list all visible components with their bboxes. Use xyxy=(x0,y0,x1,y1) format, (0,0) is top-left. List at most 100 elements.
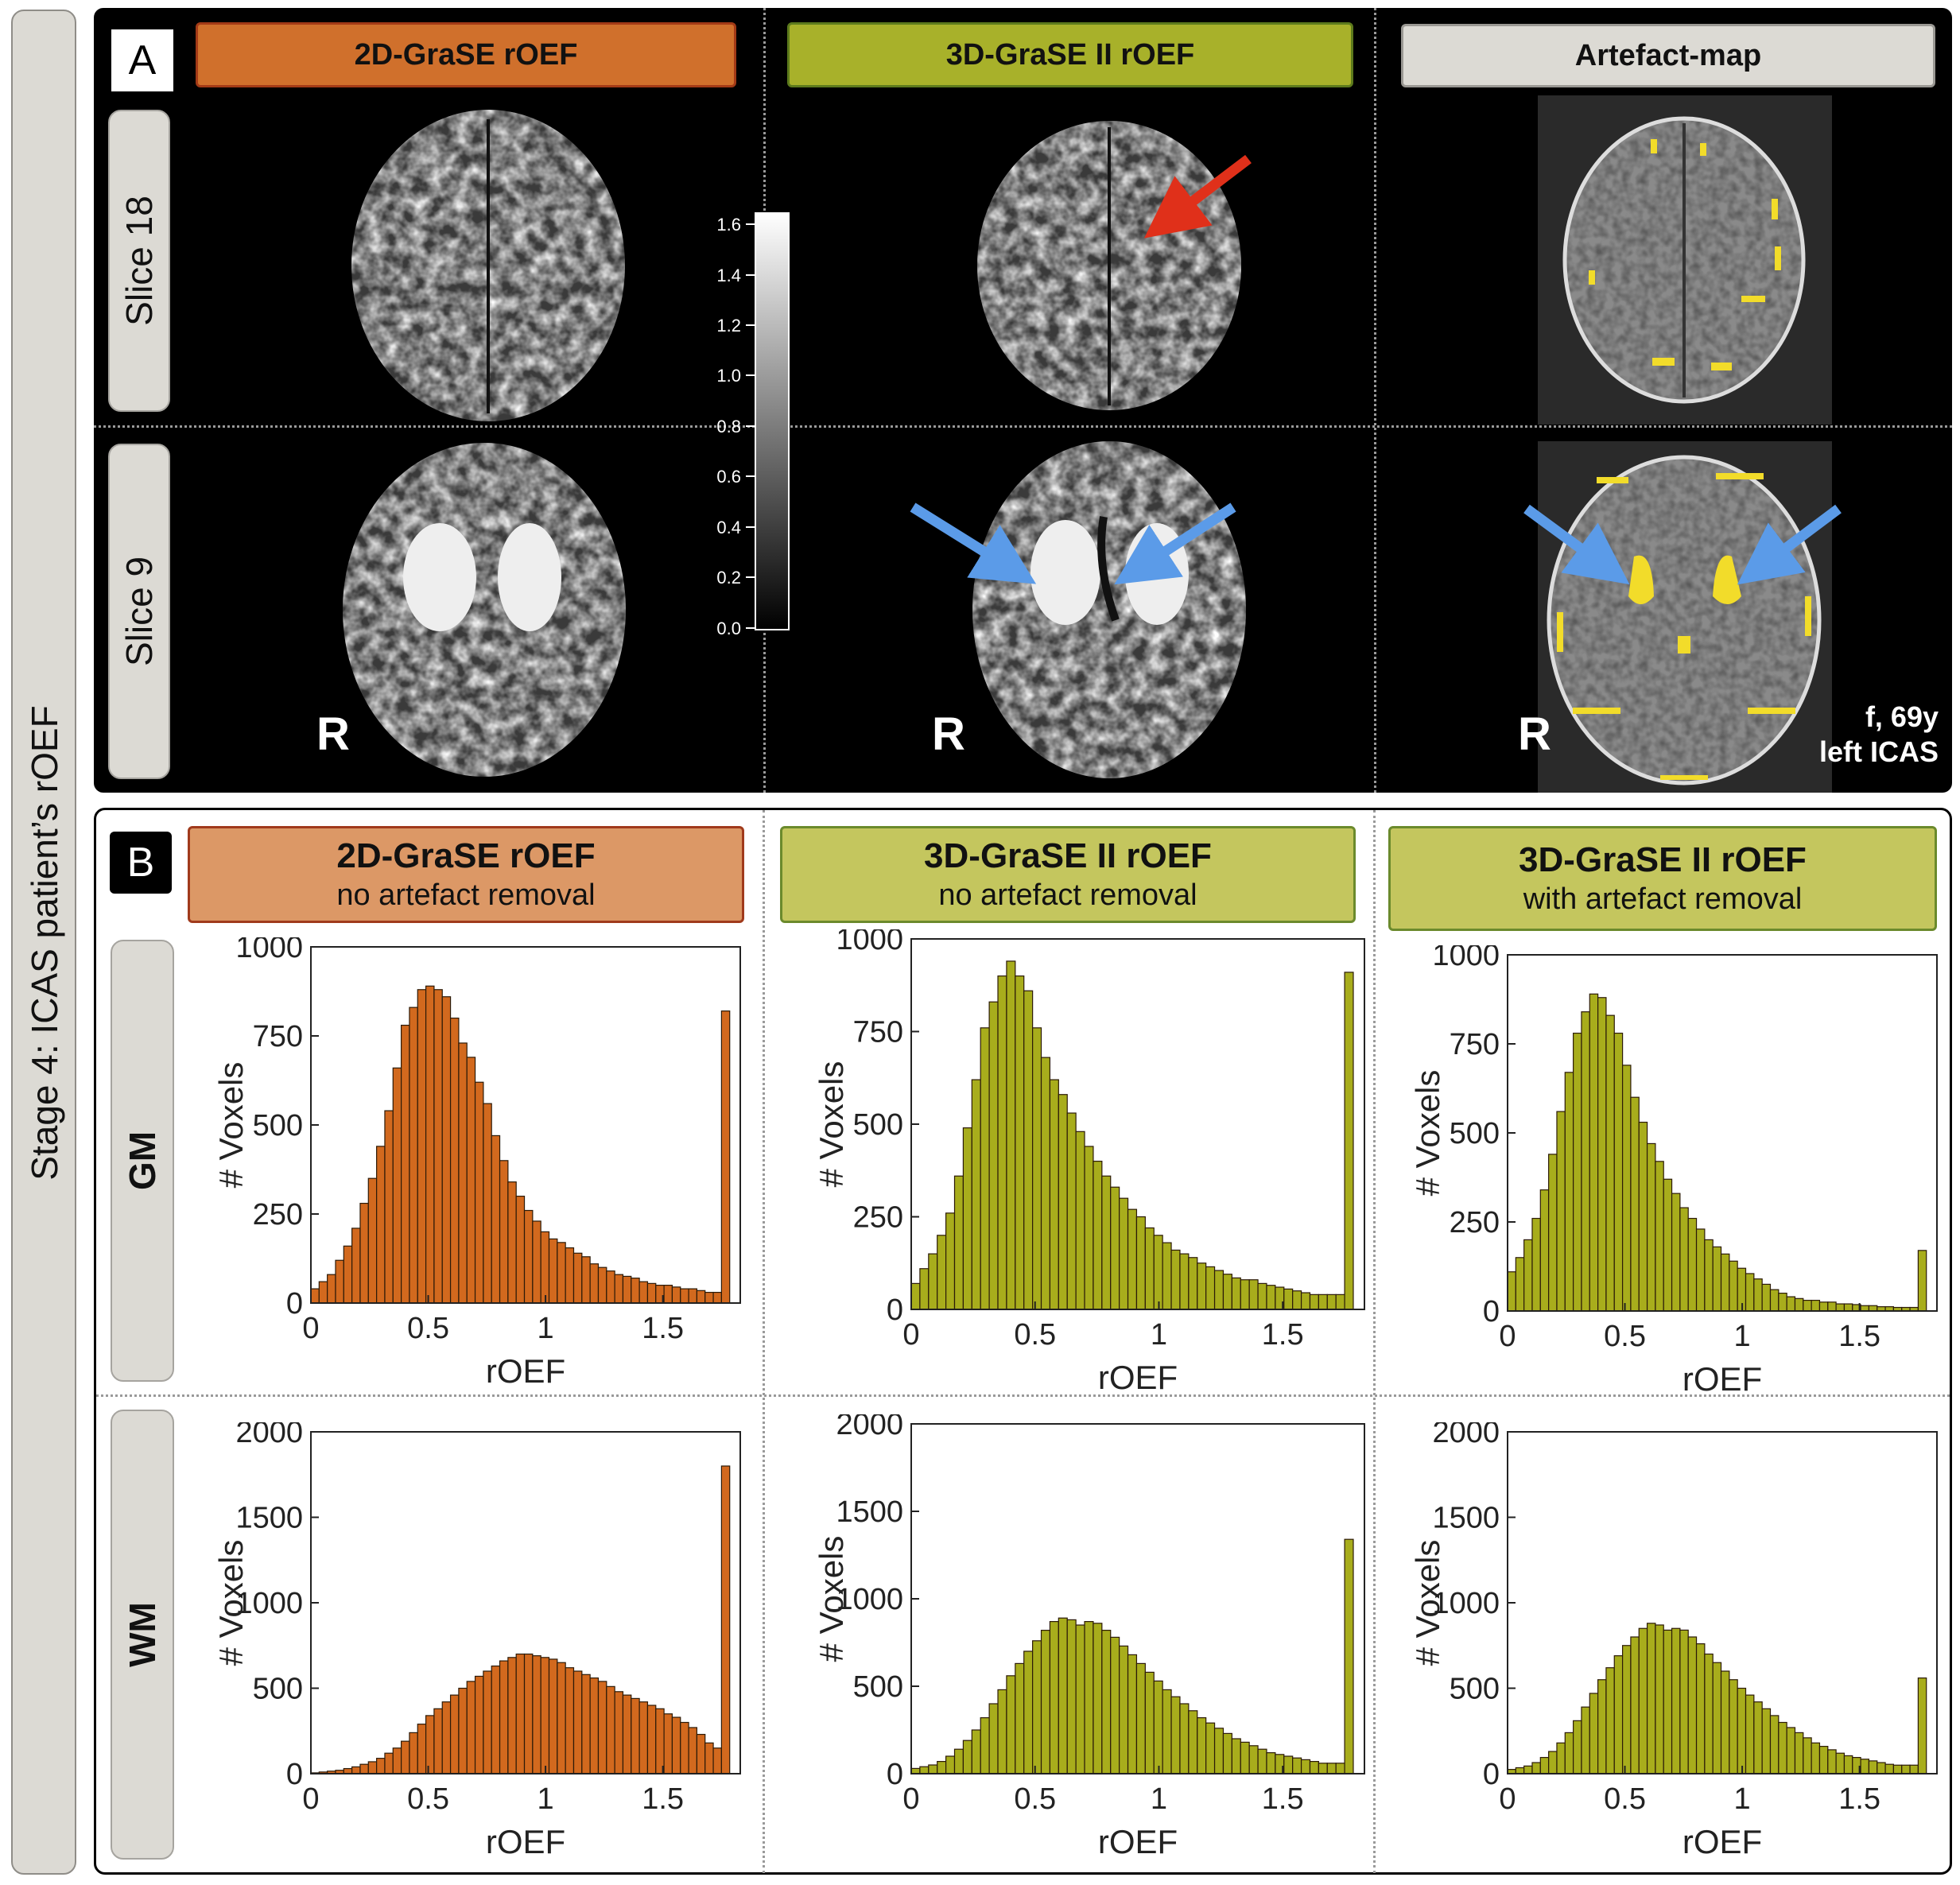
hist-bar xyxy=(1786,1727,1796,1774)
hist-bar xyxy=(1093,1623,1103,1774)
hist-bar xyxy=(1179,1253,1190,1310)
hist-bar xyxy=(466,1057,476,1304)
hist-bar xyxy=(483,1103,492,1304)
y-tick-label: 750 xyxy=(1450,1028,1500,1061)
hist-bar xyxy=(1695,1228,1706,1312)
hist-bar xyxy=(1679,1629,1689,1774)
hist-bar xyxy=(548,1658,558,1774)
hist-bar xyxy=(1084,1146,1094,1310)
hist-bar xyxy=(1066,1619,1077,1774)
x-tick-label: 1 xyxy=(1151,1782,1167,1816)
hist-bar xyxy=(945,1755,956,1774)
hist-bar xyxy=(376,1146,386,1304)
hist-bar xyxy=(351,1766,361,1774)
hist-bar xyxy=(1753,1701,1763,1774)
hist-bar xyxy=(1556,1742,1566,1774)
x-tick-label: 0.5 xyxy=(1604,1320,1646,1353)
hist-bar xyxy=(507,1657,517,1774)
hist-bar xyxy=(1213,1270,1225,1310)
hist-bar xyxy=(1597,1679,1607,1774)
hist-bar xyxy=(1630,1636,1640,1774)
hist-bar xyxy=(1292,1757,1302,1774)
hist-bar xyxy=(1909,1764,1919,1774)
x-tick-label: 0 xyxy=(1499,1320,1516,1353)
hist-bar xyxy=(1127,1654,1138,1774)
y-tick-label: 0 xyxy=(887,1758,903,1791)
b-col-title-2: 3D-GraSE II rOEF xyxy=(924,836,1212,875)
hist-bar xyxy=(688,1727,698,1774)
hist-bar xyxy=(1573,1032,1582,1312)
hist-bar xyxy=(655,1708,665,1774)
histogram-gm-3d-artefact-removed: 0 0.5 1 1.5 0 250 500 750 1000 rOEF # Voxels xyxy=(1412,945,1938,1398)
hist-bar xyxy=(1531,1217,1541,1312)
hist-bar xyxy=(409,1732,418,1774)
y-tick-label: 2000 xyxy=(235,1422,303,1449)
hist-bar xyxy=(1179,1703,1190,1774)
hist-bar xyxy=(417,989,427,1304)
hist-bar xyxy=(928,1253,938,1310)
hist-bar xyxy=(631,1278,640,1304)
hist-bar xyxy=(1769,1715,1780,1774)
hist-bar xyxy=(376,1758,386,1774)
hist-bar xyxy=(1646,1142,1656,1312)
y-tick-label: 0 xyxy=(887,1294,903,1327)
hist-bar xyxy=(1066,1112,1077,1310)
b-col-subtitle-3: with artefact removal xyxy=(1523,882,1803,916)
hist-bar xyxy=(1144,1671,1155,1774)
hist-bar xyxy=(663,1285,673,1304)
hist-bar xyxy=(1712,1662,1722,1774)
y-tick-label: 750 xyxy=(253,1020,303,1053)
hist-bar xyxy=(1778,1293,1787,1312)
hist-bar xyxy=(988,1703,999,1774)
red-arrow xyxy=(1143,154,1252,239)
histogram-gm-2d: 0 0.5 1 1.5 0 250 500 750 1000 rOEF # Voxels xyxy=(215,937,741,1390)
hist-bar xyxy=(474,1675,484,1774)
hist-bar xyxy=(1335,1763,1345,1774)
hist-bar xyxy=(1860,1305,1870,1312)
hist-bar xyxy=(971,1079,981,1310)
cbar-tick-1.6: 1.6 xyxy=(716,215,741,235)
hist-bar xyxy=(1695,1643,1706,1774)
hist-bar xyxy=(1597,997,1607,1312)
hist-bar xyxy=(1240,1279,1250,1310)
patient-info: f, 69y left ICAS xyxy=(1764,700,1939,770)
hist-bar xyxy=(1539,1189,1550,1312)
hist-bar xyxy=(1119,1645,1129,1774)
hist-bar xyxy=(919,1268,930,1310)
orientation-r-1: R xyxy=(316,708,350,760)
y-axis-label: # Voxels xyxy=(1412,1540,1446,1666)
hist-bar xyxy=(1564,1732,1574,1774)
hist-bar xyxy=(1127,1208,1138,1310)
hist-bar xyxy=(1655,1161,1664,1312)
hist-bar xyxy=(704,1291,714,1304)
patient-sex-age: f, 69y xyxy=(1865,700,1939,733)
hist-bar xyxy=(980,1027,990,1310)
hist-bar xyxy=(1292,1290,1302,1310)
cbar-tick-1.4: 1.4 xyxy=(716,266,741,285)
hist-bar xyxy=(1515,1257,1525,1312)
orientation-r-2: R xyxy=(932,708,965,760)
hist-bar xyxy=(392,1747,402,1774)
hist-bar xyxy=(1573,1720,1582,1774)
x-axis-label: rOEF xyxy=(486,1352,565,1390)
hist-bar xyxy=(1917,1250,1927,1312)
hist-bar xyxy=(1300,1292,1311,1310)
colorbar: 1.6 1.4 1.2 1.0 0.8 0.6 0.4 0.2 0.0 xyxy=(716,212,790,638)
x-tick-label: 1.5 xyxy=(642,1312,684,1345)
hist-bar xyxy=(1188,1710,1198,1774)
hist-bar xyxy=(1786,1296,1796,1312)
histogram-wm-3d-artefact-removed: 0 0.5 1 1.5 0 500 1000 1500 2000 rOEF # Voxels xyxy=(1412,1422,1938,1860)
hist-bar xyxy=(1162,1242,1172,1310)
hist-bar xyxy=(1032,1027,1042,1310)
x-tick-label: 0.5 xyxy=(407,1312,449,1345)
hist-bar xyxy=(1006,1675,1016,1774)
hist-bar xyxy=(980,1717,990,1774)
hist-bar xyxy=(1835,1303,1846,1312)
b-col-subtitle-2: no artefact removal xyxy=(938,879,1197,912)
hist-bar xyxy=(919,1766,930,1774)
hist-bar xyxy=(327,1274,336,1304)
y-tick-label: 500 xyxy=(1450,1117,1500,1150)
hist-bar xyxy=(1548,1154,1558,1312)
cbar-tick-0.6: 0.6 xyxy=(716,467,741,487)
blue-arrow-3d-left xyxy=(910,502,1037,584)
